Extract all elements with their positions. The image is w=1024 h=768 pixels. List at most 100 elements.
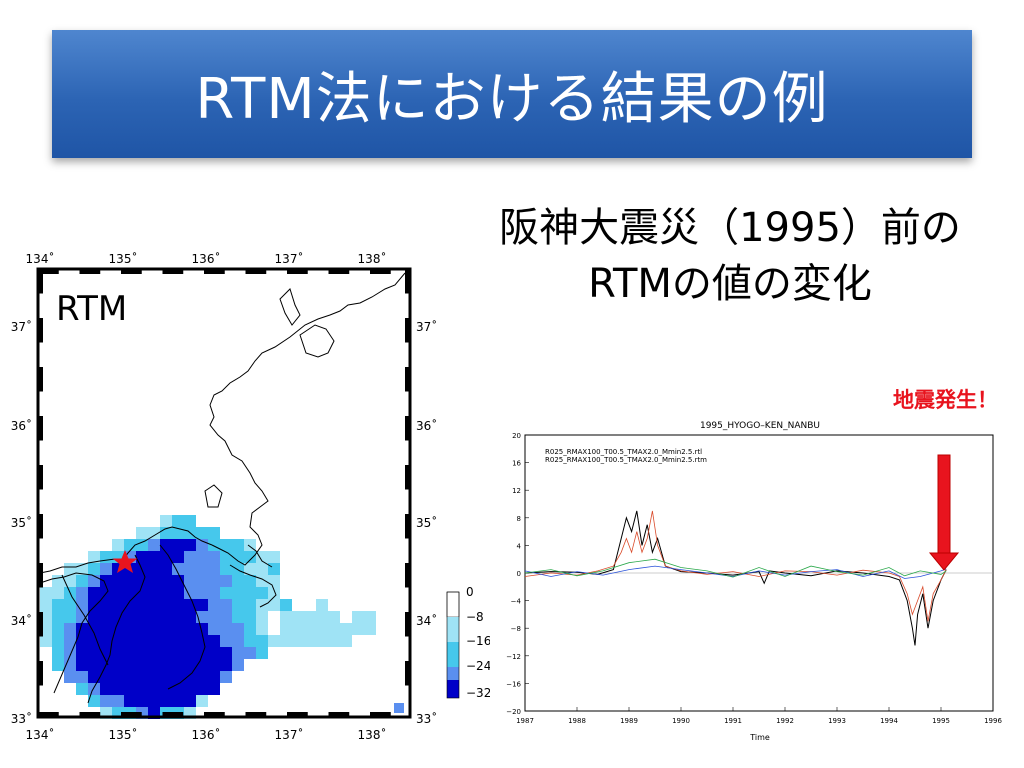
grid-cell — [232, 563, 244, 575]
grid-cell — [196, 599, 208, 611]
x-tick-label: 1992 — [776, 717, 794, 725]
lon-tick: 138˚ — [358, 727, 387, 742]
grid-cell — [268, 575, 280, 587]
border-segment — [405, 318, 410, 343]
grid-cell — [244, 599, 256, 611]
grid-cell — [160, 647, 172, 659]
grid-cell — [352, 623, 364, 635]
grid-cell — [232, 551, 244, 563]
grid-cell — [100, 563, 112, 575]
grid-cell — [100, 635, 112, 647]
grid-cell — [196, 551, 208, 563]
grid-cell — [112, 587, 124, 599]
lat-tick: 35˚ — [11, 515, 32, 530]
grid-cell — [304, 623, 316, 635]
grid-cell — [136, 599, 148, 611]
grid-cell — [292, 623, 304, 635]
lon-ticks-top: 134˚ 135˚ 136˚ 137˚ 138˚ — [26, 251, 387, 266]
grid-cell — [340, 623, 352, 635]
grid-cell — [148, 551, 160, 563]
grid-cell — [184, 515, 196, 527]
grid-cell — [148, 587, 160, 599]
grid-cell — [136, 587, 148, 599]
chart-title: 1995_HYOGO–KEN_NANBU — [700, 421, 820, 431]
grid-cell — [160, 515, 172, 527]
red-arrow-icon — [928, 454, 960, 571]
grid-cell — [184, 683, 196, 695]
grid-cell — [232, 635, 244, 647]
grid-cell — [172, 683, 184, 695]
grid-cell — [64, 575, 76, 587]
y-tick-label: 16 — [512, 460, 521, 468]
y-axis: 20 16 12 8 4 0 −4 −8 −12 −16 −20 — [506, 432, 529, 716]
grid-cell — [340, 635, 352, 647]
grid-cell — [112, 611, 124, 623]
grid-cell — [196, 671, 208, 683]
lon-tick: 134˚ — [26, 727, 55, 742]
grid-cell — [208, 611, 220, 623]
grid-cell — [220, 611, 232, 623]
border-segment — [204, 712, 225, 717]
grid-cell — [184, 635, 196, 647]
grid-cell — [160, 539, 172, 551]
grid-cell — [40, 587, 52, 599]
grid-cell — [304, 611, 316, 623]
grid-cell — [160, 563, 172, 575]
grid-cell — [184, 539, 196, 551]
grid-cell — [328, 623, 340, 635]
series-line — [524, 558, 947, 578]
grid-cell — [172, 623, 184, 635]
grid-cell — [244, 551, 256, 563]
border-segment — [162, 712, 184, 717]
border-segment — [287, 269, 308, 274]
grid-cell — [40, 599, 52, 611]
border-segment — [405, 563, 410, 588]
grid-cell — [208, 647, 220, 659]
grid-cell — [136, 683, 148, 695]
grid-cell — [256, 587, 268, 599]
grid-cell — [88, 695, 100, 707]
x-axis: 1987 1988 1989 1990 1991 1992 1993 1994 1995 1996 — [516, 707, 1002, 725]
grid-cell — [88, 551, 100, 563]
grid-cell — [316, 623, 328, 635]
border-segment — [245, 712, 267, 717]
border-segment — [38, 269, 43, 294]
subtitle: 阪神大震災（1995）前の RTMの値の変化 — [440, 200, 1020, 312]
border-segment — [38, 465, 43, 490]
lat-tick: 34˚ — [416, 613, 437, 628]
grid-cell — [184, 659, 196, 671]
grid-cell — [124, 611, 136, 623]
grid-cell — [184, 575, 196, 587]
grid-cell — [124, 599, 136, 611]
grid-cell — [244, 587, 256, 599]
y-tick-label: −8 — [511, 625, 521, 633]
grid-cell — [124, 623, 136, 635]
grid-cell — [76, 635, 88, 647]
grid-cell — [64, 599, 76, 611]
lat-tick: 37˚ — [416, 319, 437, 334]
grid-cell — [196, 695, 208, 707]
colorbar-tick: −32 — [466, 686, 490, 700]
grid-cell — [172, 515, 184, 527]
grid-cell — [220, 551, 232, 563]
grid-cell — [220, 563, 232, 575]
lat-ticks-left: 37˚ 36˚ 35˚ 34˚ 33˚ — [11, 319, 32, 726]
grid-cell — [100, 671, 112, 683]
grid-cell — [220, 575, 232, 587]
grid-cell — [280, 635, 292, 647]
grid-cell — [232, 611, 244, 623]
grid-cell — [208, 527, 220, 539]
grid-cell — [196, 635, 208, 647]
grid-cell — [256, 563, 268, 575]
colorbar: 0 −8 −16 −24 −32 — [446, 585, 490, 700]
grid-cell — [88, 683, 100, 695]
grid-cell — [364, 611, 376, 623]
grid-cell — [172, 539, 184, 551]
grid-cell — [244, 611, 256, 623]
grid-cell — [208, 563, 220, 575]
grid-cell — [160, 635, 172, 647]
grid-cell — [88, 599, 100, 611]
grid-cell — [52, 599, 64, 611]
grid-cell — [136, 551, 148, 563]
lat-tick: 35˚ — [416, 515, 437, 530]
